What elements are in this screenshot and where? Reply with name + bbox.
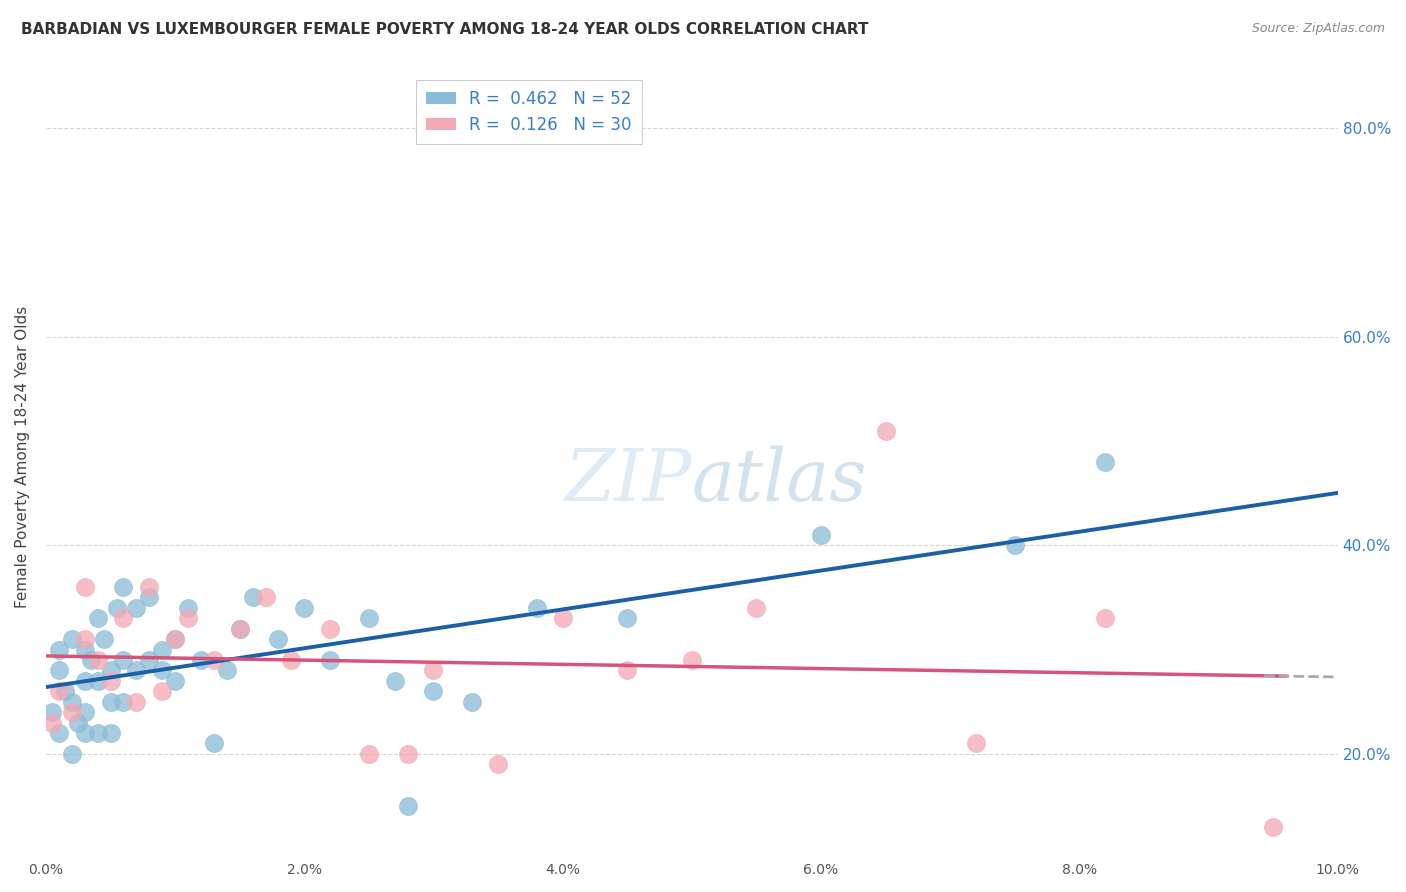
Text: Source: ZipAtlas.com: Source: ZipAtlas.com <box>1251 22 1385 36</box>
Point <box>681 653 703 667</box>
Point <box>138 591 160 605</box>
Point <box>60 705 83 719</box>
Point <box>73 705 96 719</box>
Point <box>267 632 290 647</box>
Point <box>1004 538 1026 552</box>
Point <box>319 653 342 667</box>
Point <box>745 600 768 615</box>
Point <box>73 673 96 688</box>
Point <box>965 736 987 750</box>
Point <box>138 580 160 594</box>
Point <box>80 653 103 667</box>
Point <box>177 600 200 615</box>
Text: atlas: atlas <box>692 445 868 516</box>
Point <box>73 642 96 657</box>
Point <box>242 591 264 605</box>
Point <box>41 715 63 730</box>
Point <box>67 715 90 730</box>
Point <box>875 424 897 438</box>
Point <box>48 642 70 657</box>
Point <box>48 684 70 698</box>
Point <box>125 664 148 678</box>
Point <box>526 600 548 615</box>
Point <box>112 580 135 594</box>
Point <box>73 632 96 647</box>
Point <box>60 747 83 761</box>
Point <box>228 622 250 636</box>
Point <box>1094 611 1116 625</box>
Point <box>125 695 148 709</box>
Point <box>60 695 83 709</box>
Point <box>177 611 200 625</box>
Point <box>138 653 160 667</box>
Text: BARBADIAN VS LUXEMBOURGER FEMALE POVERTY AMONG 18-24 YEAR OLDS CORRELATION CHART: BARBADIAN VS LUXEMBOURGER FEMALE POVERTY… <box>21 22 869 37</box>
Point <box>1261 820 1284 834</box>
Point <box>73 726 96 740</box>
Point <box>384 673 406 688</box>
Point <box>190 653 212 667</box>
Point <box>86 611 108 625</box>
Point <box>319 622 342 636</box>
Point <box>551 611 574 625</box>
Point <box>125 600 148 615</box>
Point <box>86 673 108 688</box>
Point <box>396 747 419 761</box>
Point <box>254 591 277 605</box>
Point <box>396 799 419 814</box>
Point <box>86 653 108 667</box>
Point <box>461 695 484 709</box>
Point <box>1094 455 1116 469</box>
Legend: R =  0.462   N = 52, R =  0.126   N = 30: R = 0.462 N = 52, R = 0.126 N = 30 <box>416 79 641 144</box>
Y-axis label: Female Poverty Among 18-24 Year Olds: Female Poverty Among 18-24 Year Olds <box>15 306 30 607</box>
Point <box>112 695 135 709</box>
Point <box>215 664 238 678</box>
Point <box>100 726 122 740</box>
Point <box>100 673 122 688</box>
Point <box>53 684 76 698</box>
Point <box>48 726 70 740</box>
Point <box>202 653 225 667</box>
Point <box>100 664 122 678</box>
Point <box>41 705 63 719</box>
Point <box>105 600 128 615</box>
Point <box>165 673 187 688</box>
Point <box>73 580 96 594</box>
Point <box>150 642 173 657</box>
Point <box>86 726 108 740</box>
Point <box>357 747 380 761</box>
Point <box>165 632 187 647</box>
Point <box>100 695 122 709</box>
Point <box>280 653 302 667</box>
Point <box>357 611 380 625</box>
Point <box>202 736 225 750</box>
Point <box>422 664 444 678</box>
Point <box>112 611 135 625</box>
Point <box>486 757 509 772</box>
Point <box>810 528 832 542</box>
Point <box>150 664 173 678</box>
Point <box>616 611 638 625</box>
Point <box>228 622 250 636</box>
Point <box>60 632 83 647</box>
Point <box>292 600 315 615</box>
Text: ZIP: ZIP <box>564 445 692 516</box>
Point <box>93 632 115 647</box>
Point <box>150 684 173 698</box>
Point <box>165 632 187 647</box>
Point <box>112 653 135 667</box>
Point <box>616 664 638 678</box>
Point <box>422 684 444 698</box>
Point <box>48 664 70 678</box>
